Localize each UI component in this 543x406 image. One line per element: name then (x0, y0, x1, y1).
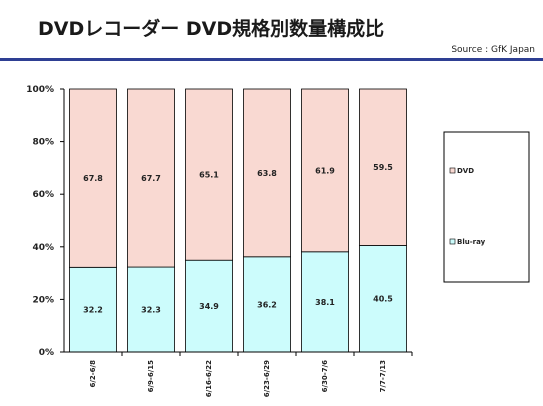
x-tick-label: 7/7-7/13 (379, 360, 387, 393)
data-label-bluray: 34.9 (199, 302, 219, 311)
bar-segment-dvd (243, 88, 291, 258)
x-axis: 6/2-6/8 6/9-6/15 6/16-6/22 6/23-6/29 6/30-7/… (64, 351, 413, 397)
y-tick-label: 0% (39, 348, 54, 358)
bars: 32.2 67.8 32.3 67.7 34.9 65.1 36.2 63.8 38.1 61.9… (69, 88, 407, 353)
bar-segment-dvd (127, 88, 175, 268)
data-label-bluray: 38.1 (315, 298, 335, 307)
bar-segment-dvd (301, 88, 349, 253)
data-label-dvd: 67.8 (83, 174, 103, 183)
data-label-dvd: 63.8 (257, 169, 277, 178)
legend-label-bluray: Blu-ray (457, 238, 486, 246)
data-label-dvd: 65.1 (199, 171, 219, 180)
data-label-bluray: 32.3 (141, 306, 161, 315)
bar-segment-dvd (359, 88, 407, 246)
data-label-bluray: 40.5 (373, 295, 393, 304)
y-tick-label: 100% (26, 85, 54, 95)
data-label-dvd: 61.9 (315, 166, 335, 175)
data-label-bluray: 36.2 (257, 300, 277, 309)
x-tick-label: 6/2-6/8 (89, 360, 97, 388)
legend-box (443, 131, 530, 283)
source-note: Source : GfK Japan (451, 45, 535, 55)
y-tick-label: 40% (32, 243, 54, 253)
page-title: DVDレコーダー DVD規格別数量構成比 (38, 18, 385, 40)
bar-segment-dvd (69, 88, 117, 268)
x-tick-label: 6/16-6/22 (205, 360, 213, 397)
bar-segment-bluray (301, 251, 349, 353)
bar-segment-bluray (243, 256, 291, 353)
x-tick-label: 6/9-6/15 (147, 360, 155, 393)
y-tick-label: 60% (32, 190, 54, 200)
bar-segment-dvd (185, 88, 233, 261)
x-tick-label: 6/30-7/6 (321, 360, 329, 393)
bar-segment-bluray (359, 245, 407, 353)
legend: DVD Blu-ray (443, 131, 530, 283)
legend-label-dvd: DVD (457, 167, 474, 175)
legend-swatch-bluray (449, 238, 456, 245)
data-label-dvd: 67.7 (141, 174, 161, 183)
data-label-bluray: 32.2 (83, 306, 103, 315)
data-label-dvd: 59.5 (373, 163, 393, 172)
title-rule (0, 58, 543, 61)
y-axis: 0% 20% 40% 60% 80% 100% (26, 85, 65, 358)
x-tick-label: 6/23-6/29 (263, 360, 271, 397)
legend-swatch-dvd (449, 167, 456, 174)
y-tick-label: 80% (32, 138, 54, 148)
y-tick-label: 20% (32, 295, 54, 305)
